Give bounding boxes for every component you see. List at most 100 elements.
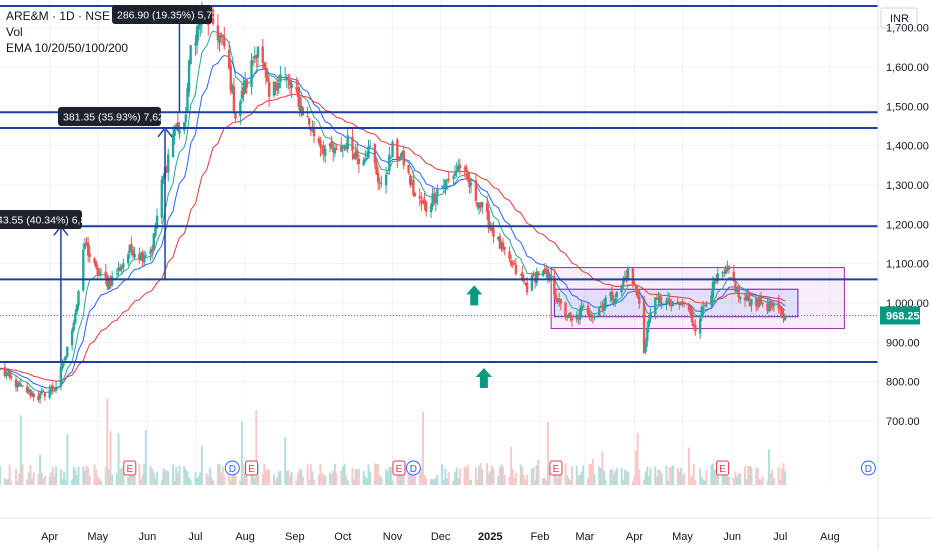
- volume-bar: [699, 468, 702, 485]
- volume-bar: [558, 474, 561, 485]
- volume-bar: [732, 477, 735, 485]
- volume-bar: [362, 471, 365, 485]
- earnings-marker[interactable]: E: [549, 460, 563, 476]
- volume-bar: [588, 464, 591, 485]
- volume-bar: [176, 472, 179, 485]
- earnings-marker[interactable]: E: [716, 460, 730, 476]
- candle-body: [476, 202, 479, 207]
- volume-bar: [223, 475, 226, 485]
- price-tick-label: 800.00: [886, 377, 920, 389]
- candle-body: [591, 315, 595, 317]
- candle-body: [559, 298, 562, 304]
- volume-bar: [261, 474, 264, 485]
- volume-bar: [665, 465, 668, 485]
- time-tick-label: Apr: [626, 531, 643, 543]
- time-tick-label: May: [87, 531, 108, 543]
- volume-legend[interactable]: Vol: [6, 25, 23, 39]
- volume-bar: [644, 471, 647, 485]
- ema-legend[interactable]: EMA 10/20/50/100/200: [6, 41, 129, 55]
- time-tick-label: Jul: [773, 531, 787, 543]
- candle-body: [721, 272, 724, 274]
- time-tick-label: 2025: [478, 531, 502, 543]
- earnings-marker[interactable]: E: [123, 460, 137, 476]
- volume-bar: [577, 474, 580, 485]
- candle-body: [378, 182, 381, 184]
- volume-bar: [287, 469, 290, 485]
- candle-body: [716, 273, 719, 282]
- candle-body: [747, 295, 750, 301]
- candle-body: [160, 179, 164, 218]
- earnings-marker[interactable]: E: [392, 460, 406, 476]
- volume-bar: [96, 476, 99, 485]
- candle-body: [8, 370, 11, 377]
- candle-body: [679, 301, 683, 305]
- candle-body: [86, 242, 90, 256]
- symbol-title[interactable]: ARE&M · 1D · NSE: [6, 9, 111, 23]
- candle-body: [42, 390, 45, 392]
- dividend-marker[interactable]: D: [405, 460, 421, 476]
- candle-body: [367, 146, 370, 158]
- candle-body: [644, 341, 647, 352]
- volume-bar: [771, 469, 774, 485]
- candle-body: [131, 249, 135, 256]
- volume-bar: [220, 472, 223, 485]
- volume-bar: [313, 479, 316, 485]
- candle-body: [218, 36, 221, 43]
- volume-bar: [447, 472, 450, 485]
- grid: [0, 0, 878, 485]
- candle-body: [546, 268, 550, 278]
- candle-body: [19, 384, 23, 387]
- candle-body: [519, 274, 522, 276]
- volume-bar: [162, 468, 165, 485]
- candle-body: [61, 361, 64, 369]
- candle-body: [311, 127, 314, 132]
- measure-label: 286.90 (19.35%) 5,738: [117, 10, 224, 22]
- volume-bar: [127, 477, 130, 485]
- earnings-marker[interactable]: E: [245, 460, 259, 476]
- range-box: [550, 267, 845, 330]
- price-tick-label: 900.00: [886, 337, 920, 349]
- volume-bar: [139, 479, 142, 485]
- volume-bar: [276, 476, 279, 485]
- dividend-marker-label: D: [410, 464, 417, 475]
- measure-label: 381.35 (35.93%) 7,627: [63, 112, 170, 124]
- candle-body: [681, 301, 684, 304]
- candle-body: [698, 318, 702, 334]
- volume-bar: [194, 472, 197, 485]
- candle-body: [636, 290, 639, 298]
- candle-body: [386, 172, 389, 174]
- volume-bar: [668, 466, 671, 485]
- candle-body: [66, 346, 69, 357]
- volume-bar: [218, 463, 221, 485]
- candle-body: [375, 163, 378, 175]
- volume-bar: [779, 479, 782, 485]
- candle-body: [431, 193, 434, 207]
- candle-body: [445, 180, 449, 182]
- candle-body: [227, 49, 231, 69]
- dividend-marker[interactable]: D: [860, 460, 876, 476]
- volume-bar: [332, 470, 335, 485]
- candle-body: [312, 128, 316, 137]
- candle-body: [194, 43, 197, 46]
- volume-bar: [335, 473, 338, 485]
- candle-body: [149, 250, 152, 254]
- volume-bar: [750, 466, 753, 485]
- price-tick-label: 1,200.00: [886, 219, 929, 231]
- candle-body: [737, 285, 740, 297]
- candle-body: [75, 304, 79, 313]
- candle-body: [77, 291, 80, 306]
- candle-body: [263, 63, 266, 69]
- candle-body: [556, 298, 559, 303]
- volume-bar: [21, 464, 24, 485]
- volume-bar: [199, 472, 202, 485]
- time-tick-label: Jul: [188, 531, 202, 543]
- volume-bar: [284, 437, 287, 485]
- candle-body: [74, 312, 77, 324]
- dividend-marker[interactable]: D: [224, 460, 240, 476]
- volume-bar: [446, 477, 449, 485]
- volume-bar: [627, 471, 630, 485]
- candle-body: [380, 182, 383, 184]
- candle-body: [748, 301, 752, 307]
